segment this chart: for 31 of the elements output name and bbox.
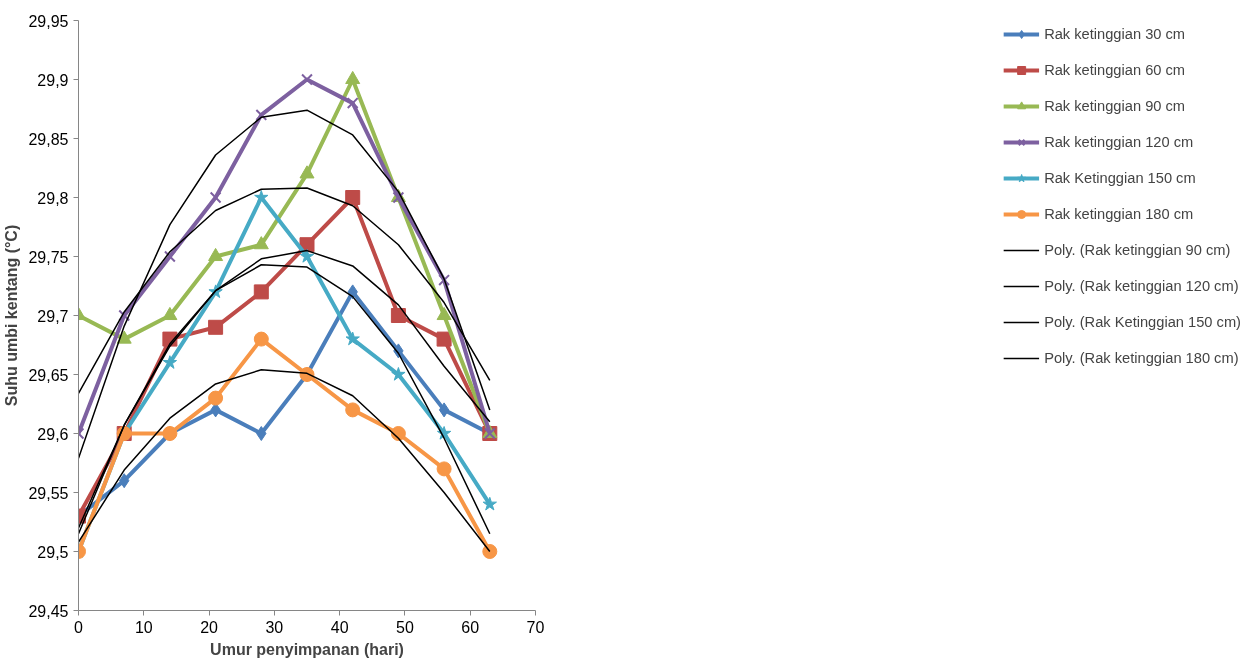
y-tick-label: 29,65 [28, 366, 69, 384]
legend-label: Rak ketinggian 120 cm [1044, 134, 1194, 150]
legend-label: Poly. (Rak ketinggian 90 cm) [1044, 242, 1231, 258]
x-axis-title: Umur penyimpanan (hari) [210, 640, 404, 658]
x-tick-label: 70 [526, 618, 545, 636]
y-tick-label: 29,75 [28, 248, 69, 266]
legend-label: Rak ketinggian 180 cm [1044, 206, 1194, 222]
y-tick-label: 29,5 [37, 543, 69, 561]
x-tick-label: 60 [461, 618, 480, 636]
legend-label: Rak ketinggian 90 cm [1044, 98, 1186, 114]
legend-label: Rak ketinggian 30 cm [1044, 26, 1186, 42]
x-tick-label: 20 [200, 618, 219, 636]
y-tick-label: 29,95 [28, 12, 69, 30]
y-axis-title: Suhu umbi kentang (°C) [3, 224, 21, 407]
y-tick-label: 29,55 [28, 484, 69, 502]
y-tick-label: 29,6 [37, 425, 69, 443]
y-tick-label: 29,85 [28, 130, 69, 148]
legend-label: Poly. (Rak ketinggian 180 cm) [1044, 350, 1239, 366]
y-tick-label: 29,7 [37, 307, 69, 325]
legend-label: Rak ketinggian 60 cm [1044, 62, 1186, 78]
y-tick-label: 29,9 [37, 71, 69, 89]
x-tick-label: 50 [396, 618, 414, 636]
y-tick-label: 29,45 [28, 602, 69, 620]
legend-label: Rak Ketinggian 150 cm [1044, 170, 1196, 186]
x-tick-label: 40 [330, 618, 349, 636]
x-tick-label: 10 [134, 618, 153, 636]
x-tick-label: 30 [265, 618, 284, 636]
legend-label: Poly. (Rak Ketinggian 150 cm) [1044, 314, 1241, 330]
legend-label: Poly. (Rak ketinggian 120 cm) [1044, 278, 1239, 294]
y-tick-label: 29,8 [37, 189, 69, 207]
x-tick-label: 0 [74, 618, 84, 636]
